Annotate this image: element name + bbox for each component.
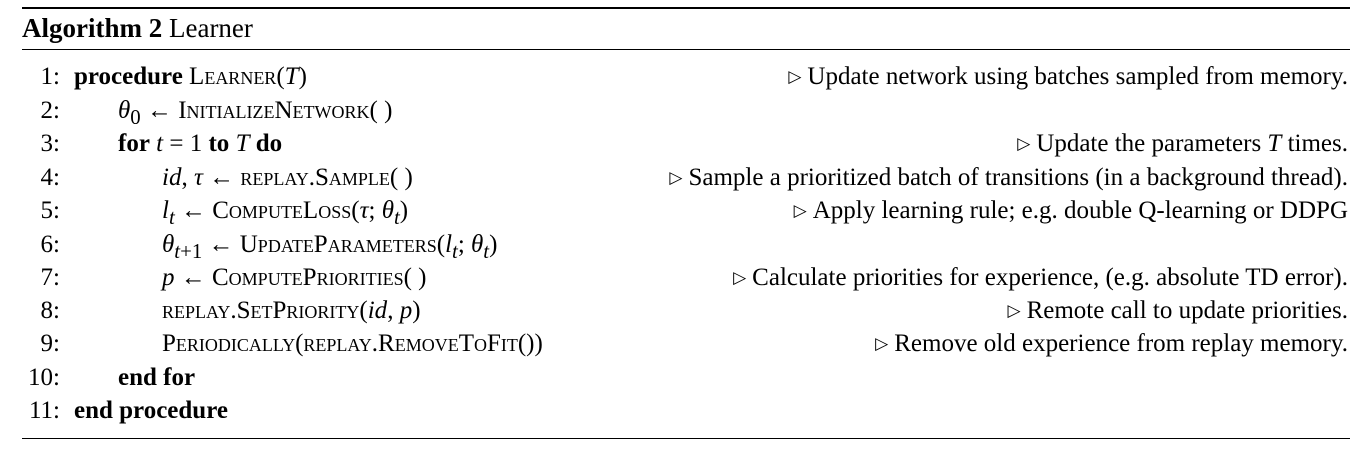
line-code: θt+1 ← UpdateParameters(lt; θt) <box>162 231 498 263</box>
line-comment: ▷ Remote call to update priorities. <box>1007 294 1348 329</box>
comment-triangle-icon: ▷ <box>793 201 807 220</box>
algorithm-line: 9: Periodically(replay.RemoveToFit()) ▷ Rem… <box>0 327 1366 360</box>
line-code: for t = 1 to T do <box>118 130 283 157</box>
comment-triangle-icon: ▷ <box>875 334 889 353</box>
line-code: end procedure <box>74 397 228 424</box>
algorithm-line: 5: lt ← ComputeLoss(τ; θt) ▷ Apply learning… <box>0 194 1366 229</box>
line-code: Periodically(replay.RemoveToFit()) <box>162 330 543 357</box>
algorithm-line: 7: p ← ComputePriorities( ) ▷ Calculate pri… <box>0 261 1366 294</box>
comment-triangle-icon: ▷ <box>788 67 802 86</box>
algorithm-caption: Algorithm 2 Learner <box>22 10 253 46</box>
line-number: 8: <box>40 297 60 324</box>
top-rule <box>22 7 1350 9</box>
line-comment: ▷ Remove old experience from replay memor… <box>875 327 1348 362</box>
line-comment: ▷ Sample a prioritized batch of transitio… <box>669 161 1348 196</box>
algorithm-line: 1: procedure Learner(T) ▷ Update network us… <box>0 60 1366 93</box>
line-number: 6: <box>40 231 60 258</box>
line-code: replay.SetPriority(id, p) <box>162 297 421 324</box>
algorithm-line: 3: for t = 1 to T do ▷ Update the parameter… <box>0 127 1366 160</box>
algorithm-line: 8: replay.SetPriority(id, p) ▷ Remote call … <box>0 294 1366 327</box>
comment-text: Remote call to update priorities. <box>1026 297 1348 324</box>
comment-triangle-icon: ▷ <box>1007 301 1021 320</box>
line-code: θ0 ← InitializeNetwork( ) <box>118 97 393 129</box>
line-comment: ▷ Update network using batches sampled fr… <box>788 60 1348 95</box>
comment-triangle-icon: ▷ <box>733 268 747 287</box>
line-code: procedure Learner(T) <box>74 63 307 90</box>
line-number: 5: <box>40 197 60 224</box>
algorithm-line: 2: θ0 ← InitializeNetwork( ) <box>0 94 1366 129</box>
comment-text: Sample a prioritized batch of transition… <box>688 164 1348 191</box>
line-number: 1: <box>40 63 60 90</box>
algorithm-line: 4: id, τ ← replay.Sample( ) ▷ Sample a prio… <box>0 161 1366 194</box>
line-comment: ▷ Apply learning rule; e.g. double Q-lear… <box>794 194 1348 229</box>
line-code: p ← ComputePriorities( ) <box>162 264 427 291</box>
line-number: 3: <box>40 130 60 157</box>
algorithm-line: 6: θt+1 ← UpdateParameters(lt; θt) <box>0 228 1366 263</box>
comment-text: Apply learning rule; e.g. double Q-learn… <box>812 197 1348 224</box>
line-number: 7: <box>40 264 60 291</box>
comment-text: Update network using batches sampled fro… <box>807 63 1348 90</box>
comment-triangle-icon: ▷ <box>1017 134 1031 153</box>
bottom-rule <box>22 438 1350 439</box>
algorithm-line: 10: end for <box>0 361 1366 394</box>
line-comment: ▷ Update the parameters T times. <box>1017 127 1348 162</box>
caption-rule <box>22 49 1350 50</box>
line-number: 10: <box>28 364 60 391</box>
line-number: 11: <box>28 397 60 424</box>
comment-text: Remove old experience from replay memory… <box>894 330 1348 357</box>
line-code: lt ← ComputeLoss(τ; θt) <box>162 197 409 229</box>
comment-text: Update the parameters T times. <box>1036 130 1348 157</box>
line-code: id, τ ← replay.Sample( ) <box>162 164 413 191</box>
algorithm-label: Algorithm 2 <box>22 13 163 43</box>
line-number: 4: <box>40 164 60 191</box>
algorithm-line: 11: end procedure <box>0 394 1366 427</box>
line-number: 2: <box>40 97 60 124</box>
line-number: 9: <box>40 330 60 357</box>
algorithm-title: Learner <box>168 13 253 43</box>
comment-triangle-icon: ▷ <box>669 168 683 187</box>
line-comment: ▷ Calculate priorities for experience, (e… <box>733 261 1348 296</box>
line-code: end for <box>118 364 196 391</box>
comment-text: Calculate priorities for experience, (e.… <box>752 264 1348 291</box>
